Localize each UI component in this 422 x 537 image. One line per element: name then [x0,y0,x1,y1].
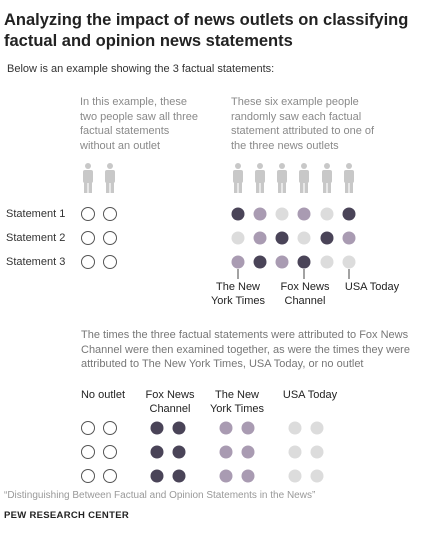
nyt-dot [253,207,267,221]
nyt-dot [241,421,255,435]
usa-dot [310,445,324,459]
statement-3-label: Statement 3 [6,256,66,268]
no-outlet-dot [103,469,117,483]
no-outlet-dot [81,207,95,221]
fox-dot [231,207,245,221]
fox-dot [275,231,289,245]
source-note: “Distinguishing Between Factual and Opin… [4,490,316,501]
person-icon [322,163,332,193]
col-header-nyt: The New York Times [209,389,264,415]
col-header-no-outlet: No outlet [80,389,126,401]
no-outlet-dot [81,231,95,245]
no-outlet-dot [103,231,117,245]
fox-dot [150,421,164,435]
usa-dot [231,231,245,245]
usa-outlet-label: USA Today [344,281,400,293]
usa-dot [275,207,289,221]
nyt-dot [253,231,267,245]
no-outlet-dot [81,469,95,483]
no-outlet-dot [103,207,117,221]
no-outlet-dot [103,255,117,269]
no-outlet-dot [81,445,95,459]
no-outlet-note: In this example, these two people saw al… [80,96,199,152]
person-icon [255,163,265,193]
usa-dot [310,421,324,435]
person-icon [299,163,309,193]
fox-outlet-label: Fox News Channel [280,281,330,307]
fox-dot [150,445,164,459]
usa-dot [288,445,302,459]
col-header-fox: Fox News Channel [145,389,195,415]
nyt-dot [275,255,289,269]
person-icon [344,163,354,193]
person-icon [277,163,287,193]
credit-line: PEW RESEARCH CENTER [4,510,129,521]
col-header-usa: USA Today [282,389,338,401]
usa-dot [288,469,302,483]
fox-dot [253,255,267,269]
no-outlet-dot [103,445,117,459]
page-title: Analyzing the impact of news outlets on … [4,11,409,50]
usa-dot [342,255,356,269]
fox-dot [172,469,186,483]
nyt-dot [241,469,255,483]
no-outlet-dot [81,421,95,435]
usa-dot [320,255,334,269]
usa-dot [320,207,334,221]
nyt-dot [219,469,233,483]
nyt-dot [297,207,311,221]
fox-dot [297,255,311,269]
no-outlet-dot [81,255,95,269]
nyt-dot [342,231,356,245]
usa-dot [310,469,324,483]
person-icon [83,163,93,193]
person-icon [105,163,115,193]
nyt-outlet-label: The New York Times [210,281,265,307]
fox-dot [342,207,356,221]
person-icon [233,163,243,193]
statement-1-label: Statement 1 [6,208,66,220]
usa-dot [297,231,311,245]
no-outlet-dot [103,421,117,435]
examined-text: The times the three factual statements w… [81,329,410,370]
fox-dot [320,231,334,245]
nyt-dot [219,421,233,435]
nyt-dot [219,445,233,459]
usa-dot [288,421,302,435]
nyt-dot [241,445,255,459]
fox-dot [172,445,186,459]
six-people-note: These six example people randomly saw ea… [231,96,375,152]
fox-dot [172,421,186,435]
intro-text: Below is an example showing the 3 factua… [7,63,275,75]
fox-dot [150,469,164,483]
statement-2-label: Statement 2 [6,232,66,244]
nyt-dot [231,255,245,269]
